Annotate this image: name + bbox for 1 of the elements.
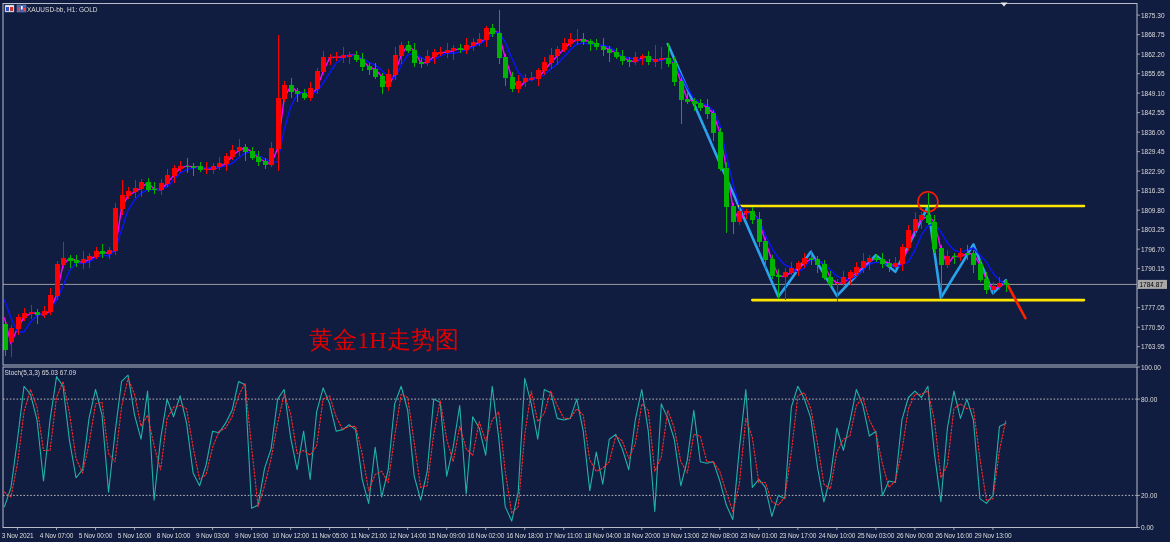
candlestick	[9, 325, 14, 358]
